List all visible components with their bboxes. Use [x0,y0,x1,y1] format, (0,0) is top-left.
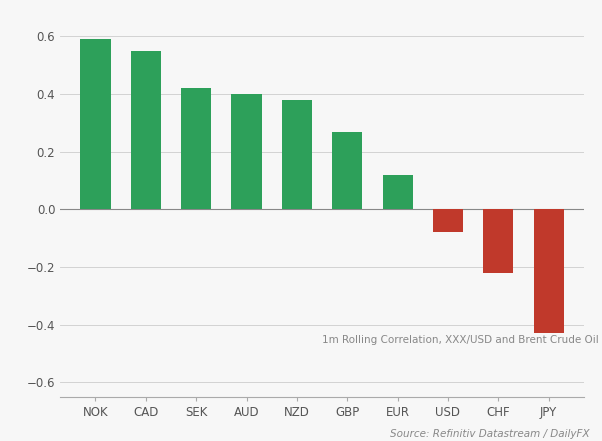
Bar [382,175,413,209]
Bar [181,88,211,209]
Text: 1m Rolling Correlation, XXX/USD and Brent Crude Oil: 1m Rolling Correlation, XXX/USD and Bren… [322,335,599,345]
Bar [332,131,362,209]
Bar [483,209,514,273]
Bar [231,94,262,209]
Bar [131,51,161,209]
Bar [282,100,312,209]
Text: Source: Refinitiv Datastream / DailyFX: Source: Refinitiv Datastream / DailyFX [390,429,590,439]
Bar [80,39,111,209]
Bar [533,209,564,333]
Bar [433,209,463,232]
